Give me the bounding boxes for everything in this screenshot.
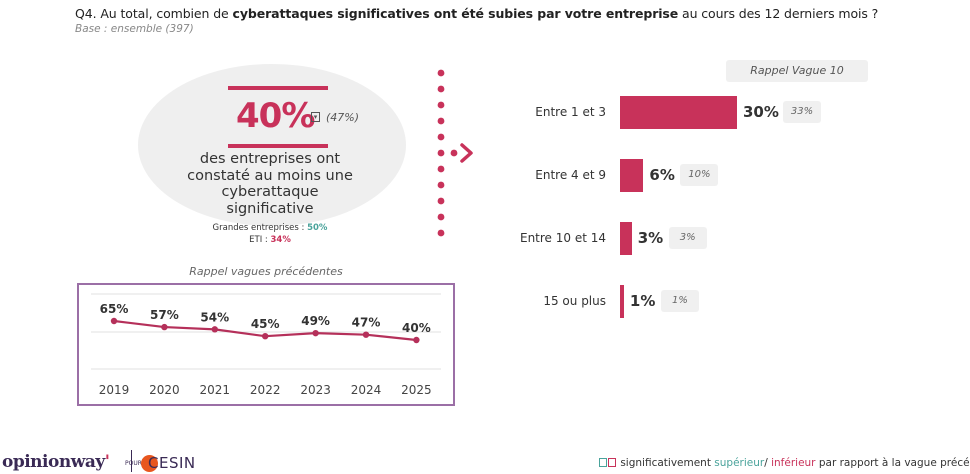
dot-column bbox=[437, 69, 458, 237]
kpi-rule-bottom bbox=[228, 144, 328, 148]
question-title: Q4. Au total, combien de cyberattaques s… bbox=[75, 6, 879, 21]
recall-value-box: 10% bbox=[680, 164, 719, 186]
x-tick-label: 2022 bbox=[250, 383, 281, 397]
x-tick-label: 2021 bbox=[200, 383, 231, 397]
data-point bbox=[312, 329, 319, 337]
data-label: 65% bbox=[100, 302, 129, 316]
recall-value-box: 33% bbox=[783, 101, 821, 123]
bar-category-label: Entre 4 et 9 bbox=[535, 168, 606, 182]
recall-value-box: 3% bbox=[668, 227, 707, 249]
chevron-right-icon bbox=[460, 143, 473, 163]
recall-value-box: 1% bbox=[660, 290, 699, 312]
bar-category-label: 15 ou plus bbox=[543, 294, 606, 308]
data-point bbox=[211, 326, 218, 333]
x-tick-label: 2019 bbox=[99, 383, 130, 397]
bar-value-label: 6% bbox=[649, 166, 675, 184]
data-label: 49% bbox=[301, 314, 330, 328]
line-chart-title: Rappel vagues précédentes bbox=[189, 265, 343, 278]
dotted-arrow-connector bbox=[437, 69, 473, 237]
bar bbox=[620, 159, 644, 192]
data-label: 40% bbox=[402, 321, 431, 335]
x-tick-label: 2025 bbox=[401, 383, 432, 397]
down-arrow-icon bbox=[608, 458, 616, 467]
data-label: 54% bbox=[200, 310, 229, 324]
bar-value-label: 3% bbox=[637, 229, 664, 247]
bar-value-label: 1% bbox=[629, 292, 656, 310]
data-point bbox=[262, 333, 269, 340]
logo-connector: POUR bbox=[125, 460, 142, 467]
bar-category-label: Entre 10 et 14 bbox=[519, 231, 606, 245]
significance-legend: significativement supérieur/ inférieur p… bbox=[599, 457, 970, 469]
data-label: 47% bbox=[352, 316, 381, 330]
kpi-description: des entreprises ont constaté au moins un… bbox=[187, 151, 353, 217]
line-chart: 65% 2019 57% 2020 54% 2021 45% 2022 49% 2023 47% 20… bbox=[91, 293, 441, 397]
bar-category-label: Entre 1 et 3 bbox=[535, 105, 606, 119]
kpi-previous-value: (47%) bbox=[326, 111, 360, 124]
down-arrow-icon: ▾ bbox=[311, 112, 320, 122]
base-note: Base : ensemble (397) bbox=[75, 23, 194, 35]
x-tick-label: 2024 bbox=[351, 383, 382, 397]
kpi-value: 40% bbox=[236, 96, 315, 136]
data-label: 57% bbox=[150, 308, 179, 322]
data-label: 45% bbox=[251, 317, 280, 331]
bar bbox=[620, 222, 632, 255]
x-tick-label: 2020 bbox=[149, 383, 180, 397]
cesin-logo: CESIN bbox=[148, 454, 196, 472]
bar bbox=[620, 96, 737, 129]
data-point bbox=[161, 323, 168, 331]
data-point bbox=[110, 317, 118, 325]
kpi-segment-large-value: 50% bbox=[307, 223, 328, 233]
x-tick-label: 2023 bbox=[300, 383, 331, 397]
kpi-segment-eti-value: 34% bbox=[270, 235, 291, 245]
up-arrow-icon bbox=[599, 458, 607, 467]
line-chart-frame bbox=[77, 283, 455, 406]
recall-header: Rappel Vague 10 bbox=[726, 60, 868, 82]
data-point bbox=[413, 336, 420, 344]
logo-divider bbox=[131, 450, 132, 472]
opinionway-logo: opinionway' bbox=[2, 452, 110, 472]
cesin-logo-mark bbox=[141, 455, 158, 472]
kpi-segment-eti: ETI : 34% bbox=[249, 235, 291, 245]
bar bbox=[620, 285, 624, 318]
kpi-segment-large: Grandes entreprises : 50% bbox=[212, 223, 328, 233]
bar-value-label: 30% bbox=[743, 103, 779, 121]
data-point bbox=[362, 331, 370, 338]
kpi-rule-top bbox=[228, 86, 328, 90]
